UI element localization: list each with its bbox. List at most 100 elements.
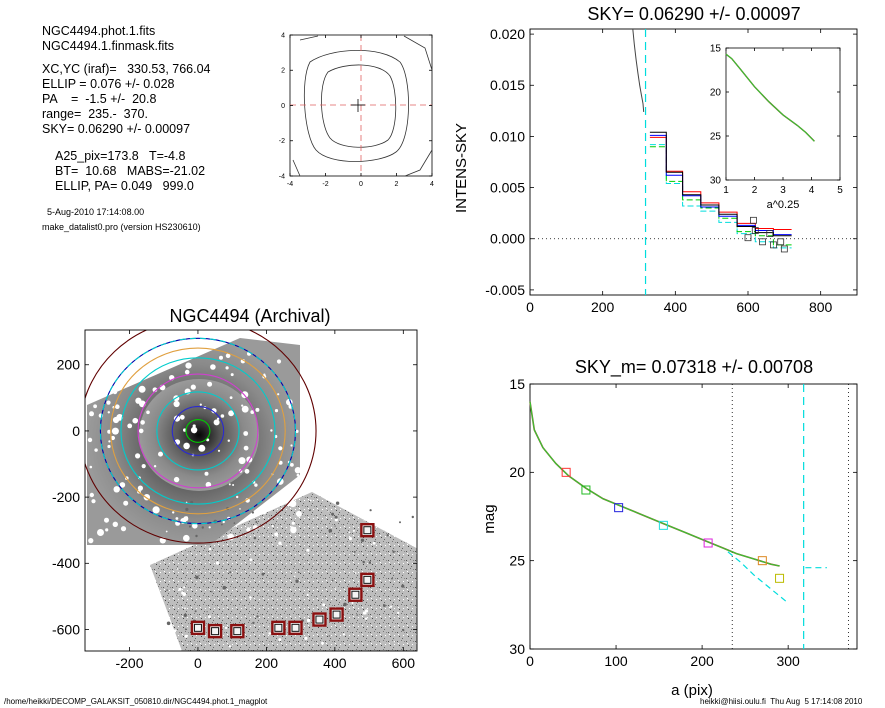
mag-x-ticks: 0 100 200 300 <box>526 384 800 669</box>
mask-dot <box>139 363 144 367</box>
noise-dot <box>356 614 359 616</box>
noise-dot <box>194 610 197 613</box>
noise-dot <box>195 534 198 538</box>
mask-dot <box>99 390 105 395</box>
noise-dot <box>222 585 227 590</box>
y-tick-label: -4 <box>279 173 285 180</box>
noise-dot <box>334 587 336 589</box>
mask-dot <box>110 435 115 441</box>
marked-box <box>288 620 303 636</box>
noise-dot <box>392 550 395 553</box>
x-tick-label: 800 <box>809 299 833 315</box>
isophote-ellipse <box>185 419 211 443</box>
noise-dot <box>343 602 347 607</box>
sky-point <box>780 245 788 253</box>
x-tick-label: 5 <box>837 185 843 196</box>
noise-dot <box>173 629 177 633</box>
sky-point <box>766 230 774 238</box>
mask-dot <box>298 341 301 344</box>
mask-dot <box>93 404 97 409</box>
mag-marker-box <box>658 520 668 530</box>
mask-dot <box>135 418 138 422</box>
mask-dot <box>295 510 302 517</box>
contour-level-1 <box>303 49 409 162</box>
mask-dot <box>276 359 282 364</box>
x-tick-label: 4 <box>809 185 815 196</box>
x-tick-label: 0 <box>359 181 363 188</box>
noise-dot <box>402 629 405 632</box>
mask-dot <box>241 405 249 413</box>
mask-dot <box>121 337 129 344</box>
mag-marker-box <box>757 556 767 566</box>
isophote-ellipse <box>110 347 286 515</box>
y-tick-label: 0 <box>281 103 285 110</box>
mask-dot <box>254 483 258 487</box>
marked-box <box>360 523 375 538</box>
mask-dot <box>141 464 146 469</box>
noise-dot <box>399 521 401 524</box>
noise-dot <box>354 572 357 574</box>
sky-ylabel: INTENS-SKY <box>453 123 470 213</box>
mask-dot <box>243 445 249 451</box>
noise-dot <box>215 561 220 565</box>
mask-dot <box>135 453 141 459</box>
mag-cyan-tail <box>727 551 789 604</box>
y-tick-label: 15 <box>509 376 525 392</box>
mask-dot <box>183 442 190 450</box>
contour-level-2 <box>321 64 397 148</box>
mask-dot <box>179 352 186 359</box>
info-date: 5-Aug-2010 17:14:08.00 <box>47 207 145 217</box>
mask-dot <box>117 372 120 375</box>
mask-dot <box>115 404 120 410</box>
noise-dot <box>348 531 351 534</box>
marked-box <box>190 620 206 636</box>
image-marked-boxes <box>190 523 375 639</box>
noise-dot <box>160 599 163 602</box>
mask-dot <box>205 481 212 488</box>
mask-dot <box>91 499 96 504</box>
x-tick-label: 2 <box>395 181 399 188</box>
mask-dot <box>190 351 195 355</box>
noise-dot <box>360 538 365 542</box>
mask-dot <box>227 439 230 442</box>
image-isophote-ellipses <box>85 330 317 544</box>
noise-dot <box>208 615 211 619</box>
mask-dot <box>241 404 244 407</box>
mask-dot <box>220 414 225 418</box>
noise-dot <box>183 586 186 589</box>
mask-dot <box>289 500 297 508</box>
sky-inset-series <box>725 53 815 142</box>
noise-dot <box>166 589 168 591</box>
noise-dot <box>252 621 255 625</box>
galaxy-image-plot: NGC4494 (Archival) -200 0 200 400 600 -600 -4… <box>52 306 418 671</box>
sky-title: SKY= 0.06290 +/- 0.00097 <box>587 4 800 24</box>
info-sky: SKY= 0.06290 +/- 0.00097 <box>42 122 191 136</box>
marked-box <box>271 620 286 636</box>
noise-dot <box>331 512 335 516</box>
mask-dot <box>219 355 223 360</box>
y-tick-label: 25 <box>509 553 525 569</box>
noise-dot <box>183 613 187 617</box>
noise-dot <box>410 501 414 504</box>
sky-inset-xlabel: a^0.25 <box>767 199 800 211</box>
mask-dot <box>179 414 185 420</box>
mask-dot <box>173 476 180 483</box>
sky-step-cyan <box>649 144 792 249</box>
isophote-ellipse <box>85 330 317 544</box>
mask-dot <box>192 428 197 434</box>
y-tick-label: -2 <box>279 138 285 145</box>
isophote-ellipse <box>120 357 276 505</box>
noise-dot <box>322 603 326 607</box>
mask-dot <box>152 506 160 514</box>
mask-dot <box>112 521 119 527</box>
x-tick-label: 400 <box>664 299 688 315</box>
marked-box-inner <box>363 526 372 535</box>
y-tick-label: 30 <box>710 176 722 187</box>
mask-dot <box>158 451 163 457</box>
sky-point <box>750 216 757 224</box>
mask-dot <box>146 410 150 415</box>
mask-dot <box>217 449 221 452</box>
marked-box-inner <box>233 627 242 636</box>
noise-dot <box>166 637 169 640</box>
